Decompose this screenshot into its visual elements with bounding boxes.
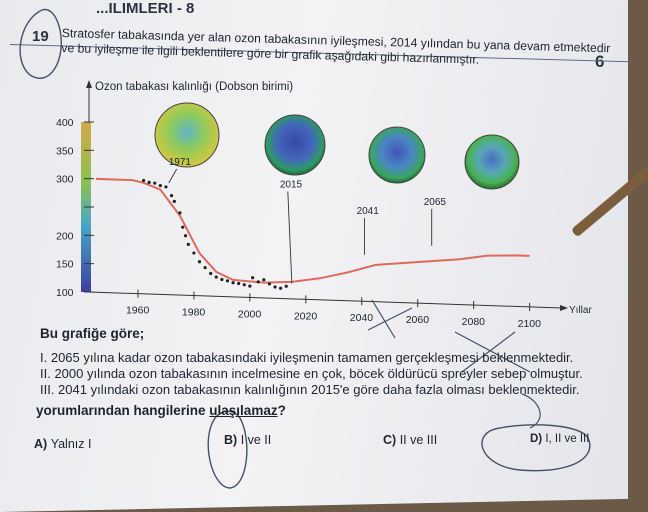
option-b-text: I ve II <box>240 433 272 447</box>
observed-point <box>178 211 182 215</box>
statement-1: I. 2065 yılına kadar ozon tabakasındaki … <box>40 350 574 365</box>
pen-circle-question-number <box>19 8 62 79</box>
observed-point <box>262 278 266 282</box>
observed-point <box>256 280 260 284</box>
y-tick-label: 200 <box>56 230 74 242</box>
observed-point <box>164 185 168 189</box>
page-number: 6 <box>595 52 605 71</box>
globe-2015-image <box>264 114 326 176</box>
trend-line <box>95 177 530 284</box>
annotation-label-2065: 2065 <box>424 197 447 208</box>
pen-mark-2040 <box>367 299 413 339</box>
observed-point <box>248 284 252 288</box>
observed-point <box>203 265 207 270</box>
observed-point <box>284 284 288 288</box>
observed-point <box>183 234 188 238</box>
pen-mark-curve <box>521 393 541 429</box>
question-intro: Bu grafiğe göre; <box>40 326 145 341</box>
annotation-arrow-2015 <box>287 191 293 284</box>
prompt-post: ? <box>277 403 286 418</box>
x-axis-line <box>88 291 563 309</box>
observed-point <box>237 281 241 286</box>
option-d[interactable]: D) I, II ve III <box>530 433 589 445</box>
observed-point <box>279 286 283 290</box>
observed-point <box>251 276 255 280</box>
x-tick-label: 2100 <box>518 318 542 330</box>
x-tick-label: 2000 <box>238 308 262 320</box>
option-c[interactable]: C) II ve III <box>383 433 437 447</box>
observed-point <box>186 242 190 246</box>
annotations: 1971 2015 2041 2065 <box>168 157 447 284</box>
observed-point <box>192 251 196 255</box>
annotation-arrow-1971 <box>168 168 178 184</box>
header-title: ...ILIMLERI - 8 <box>96 0 195 17</box>
observed-point <box>153 181 157 185</box>
x-axis-arrow <box>560 305 568 311</box>
statement-2: II. 2000 yılında ozon tabakasının incelm… <box>40 366 583 381</box>
observed-point <box>209 271 213 276</box>
observed-point <box>273 285 277 289</box>
annotation-label-1971: 1971 <box>169 157 192 168</box>
y-tick-label: 150 <box>56 259 74 271</box>
globe-1971-image <box>154 102 220 168</box>
y-tick-label: 300 <box>56 174 74 186</box>
observed-point <box>172 199 176 203</box>
observed-point <box>231 281 235 285</box>
option-d-letter: D) <box>530 433 543 445</box>
x-axis-label: Yıllar <box>569 305 592 316</box>
observed-point <box>158 184 162 188</box>
option-b-letter: B) <box>224 433 238 447</box>
option-c-text: II ve III <box>399 433 438 447</box>
question-prompt: yorumlarından hangilerine ulaşılamaz? <box>36 403 286 418</box>
observed-point <box>220 277 224 282</box>
annotation-label-2015: 2015 <box>280 180 303 191</box>
y-tick-label: 350 <box>56 145 74 157</box>
pen-mark-statement <box>454 331 531 373</box>
data-series <box>95 177 530 290</box>
x-tick-label: 1960 <box>126 305 150 317</box>
statement-3: III. 2041 yılındaki ozon tabakasının kal… <box>40 382 580 397</box>
option-a[interactable]: A) Yalnız I <box>34 437 91 451</box>
pen-circle-option-d <box>481 424 591 472</box>
question-number: 19 <box>32 28 49 45</box>
annotation-label-2041: 2041 <box>357 206 380 217</box>
observed-point <box>181 225 185 229</box>
globe-2041-image <box>368 126 426 184</box>
prompt-underlined: ulaşılamaz <box>209 403 278 418</box>
x-tick-label: 2060 <box>406 314 430 326</box>
observed-point <box>225 279 230 283</box>
option-d-text: I, II ve III <box>545 433 590 445</box>
x-tick-label: 2040 <box>350 312 374 324</box>
option-c-letter: C) <box>383 433 397 447</box>
axis-ticks: 100 150 200 300 350 400 1960 1980 2000 2020 2040 20… <box>56 117 541 330</box>
x-tick-label: 2080 <box>462 316 486 328</box>
x-tick-label: 1980 <box>182 307 206 319</box>
observed-point <box>141 178 146 183</box>
prompt-pre: yorumlarından hangilerine <box>36 403 210 418</box>
observed-point <box>169 194 174 198</box>
observed-point <box>267 282 272 286</box>
observed-point <box>147 180 151 185</box>
pen-circle-option-b <box>207 410 248 489</box>
globe-2065-image <box>464 134 520 190</box>
option-a-text: Yalnız I <box>50 437 92 451</box>
option-a-letter: A) <box>34 437 48 451</box>
x-tick-label: 2020 <box>294 310 318 322</box>
y-axis-label: Ozon tabakası kalınlığı (Dobson birimi) <box>95 81 293 93</box>
y-tick-label: 100 <box>56 287 74 299</box>
y-axis-arrow <box>86 80 92 88</box>
observed-point <box>214 275 218 279</box>
option-b[interactable]: B) I ve II <box>224 433 271 447</box>
y-tick-label: 400 <box>56 117 74 129</box>
observed-point <box>197 260 202 264</box>
observed-point <box>242 283 246 287</box>
